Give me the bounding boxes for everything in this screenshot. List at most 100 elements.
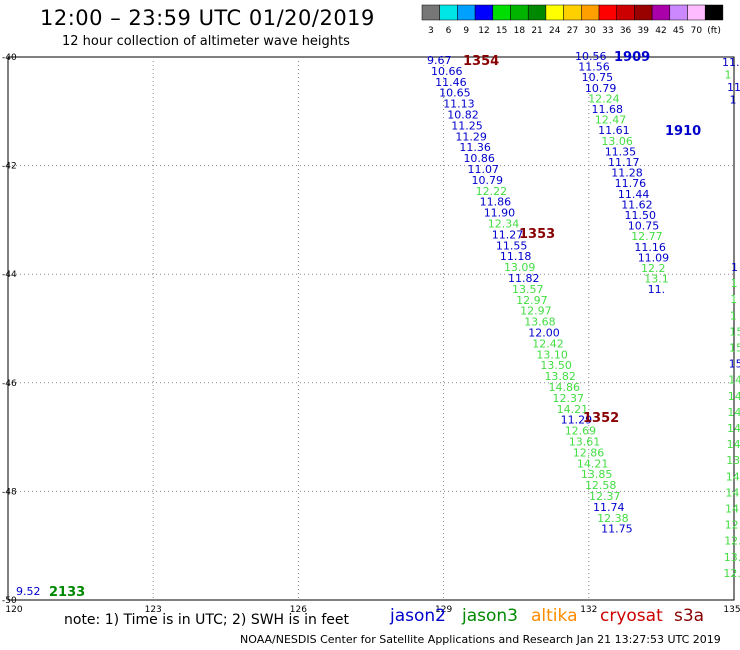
legend-jason2: jason2: [390, 606, 446, 626]
colorbar: 3 6 9 12 15 18 21 24 27 30 33 36 39 42 45 70 (ft): [421, 4, 724, 36]
wave-height-value: 13.61: [569, 436, 601, 449]
wave-height-value: 11.13: [443, 98, 475, 111]
lon-tick-label: 135: [723, 605, 740, 615]
colorbar-label: 39: [638, 26, 650, 36]
footer-credit: NOAA/NESDIS Center for Satellite Applica…: [240, 633, 721, 646]
wave-height-value: 12.86: [573, 446, 605, 459]
colorbar-label: (ft): [707, 26, 721, 36]
lat-tick-label: -50: [2, 596, 17, 606]
lon-tick-label: 123: [145, 605, 162, 615]
wave-height-value: 12.37: [553, 392, 585, 405]
colorbar-label: 27: [567, 26, 578, 36]
wave-height-value: 12.47: [595, 114, 627, 127]
wave-height-value: 11.46: [435, 76, 467, 89]
colorbar-swatch: [669, 4, 688, 21]
colorbar-swatch: [421, 4, 440, 21]
colorbar-swatch: [474, 4, 494, 21]
wave-height-value: 10.56: [575, 50, 607, 63]
colorbar-swatch: [687, 4, 706, 21]
wave-height-value: 12.58: [585, 479, 617, 492]
colorbar-label: 33: [602, 26, 613, 36]
wave-height-value: 14.6: [728, 390, 740, 403]
wave-height-value: 11.82: [508, 272, 540, 285]
colorbar-swatch: [510, 4, 529, 21]
wave-height-value: 14.8: [728, 374, 740, 387]
wave-height-value: 14.0: [727, 438, 740, 451]
wave-height-value: 11.18: [500, 250, 532, 263]
colorbar-swatch: [527, 4, 547, 21]
colorbar-label: 42: [655, 26, 666, 36]
wave-height-value: 11.68: [592, 103, 624, 116]
legend-jason3: jason3: [462, 606, 518, 626]
lon-tick-label: 126: [290, 605, 307, 615]
wave-height-value: 14.43: [725, 503, 740, 516]
legend-cryosat: cryosat: [600, 606, 663, 626]
pass-labels: 1354 1909 1910 1353 1352 2133: [49, 50, 701, 600]
wave-height-value: 12.58: [723, 567, 740, 580]
map-frame: [7, 56, 735, 601]
wave-height-value: 1: [730, 309, 737, 322]
wave-height-value: 11.86: [480, 196, 512, 209]
wave-height-value: 11.28: [611, 167, 643, 180]
wave-height-value: 10.66: [431, 65, 463, 78]
wave-height-value: 13.1: [644, 273, 669, 286]
wave-height-value: 12.22: [476, 185, 508, 198]
wave-height-value: 12.42: [532, 337, 564, 350]
wave-height-value: 13.57: [512, 283, 544, 296]
wave-height-value: 11.09: [638, 251, 670, 264]
wave-height-value: 12.24: [588, 92, 620, 105]
lat-tick-label: -42: [2, 162, 17, 172]
colorbar-swatch: [563, 4, 582, 21]
wave-height-value: 14.5: [727, 406, 740, 419]
wave-height-value: 11.75: [601, 523, 633, 536]
pass-id-label: 2133: [49, 585, 85, 600]
wave-height-value: 11.62: [621, 198, 653, 211]
wave-height-value: 12.69: [565, 425, 597, 438]
pass-id-label: 1354: [463, 54, 499, 69]
wave-height-value: 12.97: [516, 294, 548, 307]
wave-height-value: 12.85: [724, 535, 740, 548]
wave-height-value: 14.27: [725, 486, 740, 499]
wave-height-value: 13.85: [581, 468, 613, 481]
wave-height-value: 12.77: [631, 230, 663, 243]
colorbar-swatch: [439, 4, 458, 21]
wave-height-value: 11.27: [492, 228, 524, 241]
wave-height-value: 1: [725, 69, 732, 82]
wave-height-value: 15.: [729, 325, 740, 338]
legend-s3a: s3a: [674, 606, 705, 626]
wave-height-value: 11.: [648, 283, 666, 296]
wave-height-value: 13.68: [524, 316, 556, 329]
wave-height-value: 11.90: [484, 207, 516, 220]
wave-height-value: 15.: [729, 342, 740, 355]
wave-height-value: 10.82: [447, 109, 479, 122]
wave-height-value: 9.67: [427, 54, 452, 67]
colorbar-label: 3: [428, 26, 434, 36]
pass-id-label: 1910: [665, 124, 701, 139]
wave-height-value: 12.97: [520, 305, 552, 318]
wave-height-value: 11.36: [459, 141, 491, 154]
wave-height-value: 1: [730, 293, 737, 306]
wave-height-value: 11.29: [561, 414, 593, 427]
colorbar-label: 18: [514, 26, 526, 36]
colorbar-swatch: [581, 4, 600, 21]
wave-height-value: 13.50: [540, 359, 572, 372]
wave-height-value: 11.56: [578, 61, 610, 74]
axis-ticks: 120 123 126 129 132 135 -40 -42 -44 -46 -48 -50: [2, 53, 740, 615]
wave-height-value: 13.82: [544, 370, 576, 383]
wave-height-value: 11.25: [451, 119, 483, 132]
lat-tick-label: -44: [2, 270, 17, 280]
wave-height-value: 1: [731, 261, 738, 274]
wave-height-value: 11.50: [625, 209, 657, 222]
colorbar-swatch: [704, 4, 724, 21]
lon-tick-label: 120: [5, 605, 22, 615]
wave-height-value: 11.76: [615, 177, 647, 190]
wave-height-value: 10.79: [585, 82, 617, 95]
wave-height-value: 12.44: [725, 519, 740, 532]
lon-tick-label: 132: [580, 605, 597, 615]
wave-height-value: 13.49: [726, 454, 740, 467]
colorbar-label: 36: [620, 26, 632, 36]
colorbar-label: 70: [691, 26, 703, 36]
wave-height-value: 13.10: [536, 348, 568, 361]
wave-height-value: 14.21: [577, 457, 609, 470]
colorbar-swatch: [457, 4, 476, 21]
